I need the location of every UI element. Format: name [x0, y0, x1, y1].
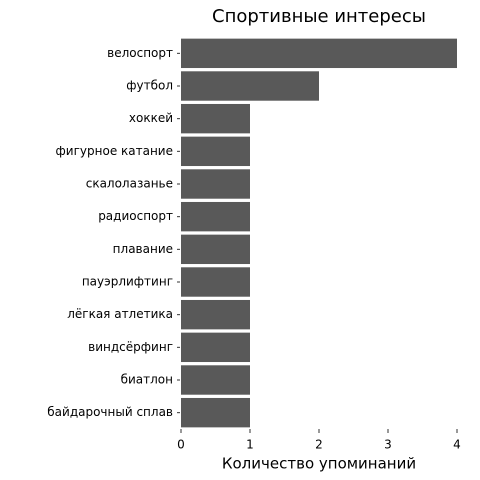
bar — [181, 169, 250, 199]
x-tick-label: 4 — [453, 438, 461, 452]
y-tick-label: лёгкая атлетика — [67, 307, 173, 321]
x-axis-title: Количество упоминаний — [222, 455, 416, 473]
y-tick-label: скалолазанье — [86, 177, 173, 191]
chart-title: Спортивные интересы — [212, 6, 426, 27]
y-tick-label: виндсёрфинг — [88, 340, 173, 354]
bar — [181, 71, 319, 101]
y-tick-label: радиоспорт — [98, 209, 173, 223]
x-tick-label: 0 — [177, 438, 185, 452]
y-tick-label: пауэрлифтинг — [82, 275, 173, 289]
bar — [181, 299, 250, 330]
bar — [181, 234, 250, 265]
bar — [181, 332, 250, 363]
y-tick-label: фигурное катание — [56, 144, 173, 158]
bar — [181, 365, 250, 395]
x-tick-label: 1 — [246, 438, 254, 452]
bar — [181, 103, 250, 134]
bar — [181, 397, 250, 428]
y-tick-label: плавание — [113, 242, 173, 256]
y-tick-label: байдарочный сплав — [47, 405, 173, 419]
y-tick-label: велоспорт — [107, 46, 173, 60]
y-tick-label: хоккей — [129, 111, 173, 125]
y-tick-label: биатлон — [121, 373, 173, 387]
bar — [181, 136, 250, 167]
bar — [181, 38, 457, 69]
bar — [181, 267, 250, 297]
x-tick-label: 3 — [384, 438, 392, 452]
y-tick-label: футбол — [126, 79, 173, 93]
x-tick-label: 2 — [315, 438, 323, 452]
bar — [181, 201, 250, 232]
